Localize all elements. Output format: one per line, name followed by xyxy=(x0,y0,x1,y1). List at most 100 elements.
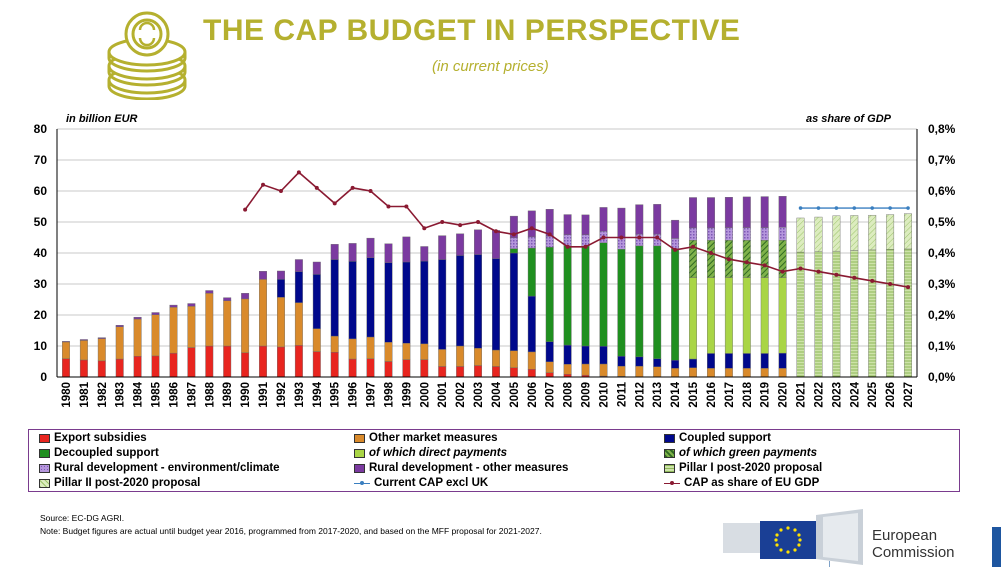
legend-label: Export subsidies xyxy=(54,432,147,444)
bar-segment xyxy=(796,217,805,253)
y-tick-label: 40 xyxy=(34,246,48,260)
bar-segment xyxy=(62,341,70,343)
x-tick-label: 1992 xyxy=(276,382,288,408)
line-point xyxy=(834,206,839,210)
legend-swatch xyxy=(354,433,365,443)
bar-segment xyxy=(742,368,751,378)
bar-segment xyxy=(259,345,267,378)
bar-segment xyxy=(671,248,680,361)
bar-segment xyxy=(348,358,357,378)
bar-segment xyxy=(97,338,106,362)
bar-segment xyxy=(581,345,590,365)
bar-segment xyxy=(778,227,787,241)
legend-swatch xyxy=(664,433,675,443)
bar-segment xyxy=(707,368,715,378)
chart-title: THE CAP BUDGET IN PERSPECTIVE xyxy=(203,14,741,47)
x-tick-label: 1986 xyxy=(168,382,180,408)
bar-segment xyxy=(241,298,250,354)
bar-segment xyxy=(133,316,142,320)
line-point xyxy=(458,223,463,228)
bar-segment xyxy=(545,361,554,373)
bar-segment xyxy=(133,318,142,357)
bar-segment xyxy=(689,227,697,241)
y2-tick-label: 0,1% xyxy=(928,339,956,353)
bar-segment xyxy=(814,216,823,252)
bar-segment xyxy=(402,236,411,263)
bar-segment xyxy=(79,339,88,341)
bar-segment xyxy=(527,351,536,370)
bar-segment xyxy=(832,250,841,378)
line-point xyxy=(816,269,821,274)
bar-segment xyxy=(259,271,267,280)
line-point xyxy=(440,220,445,224)
bar-segment xyxy=(599,242,608,347)
bar-segment xyxy=(492,230,500,259)
bar-segment xyxy=(169,352,178,378)
bar-segment xyxy=(438,366,447,378)
x-tick-label: 1997 xyxy=(366,382,378,408)
bar-segment xyxy=(617,365,626,377)
y-tick-label: 0 xyxy=(40,370,47,384)
legend-swatch xyxy=(664,448,675,458)
line-point xyxy=(547,232,552,237)
line-point xyxy=(744,260,749,265)
bar-segment xyxy=(653,245,662,359)
bar-segment xyxy=(384,361,393,378)
line-point xyxy=(691,244,696,249)
line-point xyxy=(493,229,498,234)
line-point xyxy=(780,269,785,274)
bar-segment xyxy=(904,248,912,378)
x-tick-label: 2005 xyxy=(509,381,521,407)
bar-segment xyxy=(79,340,88,361)
y-tick-label: 70 xyxy=(34,153,48,167)
line-point xyxy=(565,244,570,249)
bar-segment xyxy=(527,295,536,353)
y2-tick-label: 0,8% xyxy=(928,122,956,136)
series-line xyxy=(244,171,909,288)
bar-segment xyxy=(277,297,285,348)
bar-segment xyxy=(187,303,196,307)
bar-segment xyxy=(653,366,662,377)
bar-segment xyxy=(402,343,411,360)
y-tick-label: 80 xyxy=(34,122,48,136)
legend-swatch xyxy=(39,463,50,473)
bar-segment xyxy=(599,346,608,365)
line-point xyxy=(350,185,355,190)
x-tick-label: 2001 xyxy=(437,381,449,407)
bar-segment xyxy=(545,246,554,342)
bar-segment xyxy=(62,341,70,359)
bar-segment xyxy=(617,249,626,357)
bar-segment xyxy=(277,279,285,298)
x-tick-label: 1982 xyxy=(97,382,109,408)
eu-flag-icon xyxy=(760,521,816,559)
bar-segment xyxy=(169,307,178,354)
bar-segment xyxy=(294,271,303,303)
bar-segment xyxy=(474,229,482,255)
line-point xyxy=(870,278,875,283)
bar-segment xyxy=(868,249,877,378)
coins-icon xyxy=(107,11,187,100)
bar-segment xyxy=(330,244,339,260)
bar-segment xyxy=(420,359,429,378)
bar-segment xyxy=(581,245,590,347)
bar-segment xyxy=(348,338,357,360)
x-tick-label: 1980 xyxy=(61,382,73,408)
y2-tick-label: 0,5% xyxy=(928,215,956,229)
bar-segment xyxy=(456,345,465,367)
bar-segment xyxy=(294,259,303,272)
bar-segment xyxy=(581,234,590,247)
line-point xyxy=(816,206,821,210)
bar-segment xyxy=(509,367,518,378)
bar-segment xyxy=(151,312,160,315)
budget-chart: 0 10 20 30 40 50 60 70 80 0,0% 0,1% 0,2% 0,3% 0,4% 0,5… xyxy=(34,122,956,408)
bar-segment xyxy=(742,277,751,354)
bar-segment xyxy=(832,215,841,252)
x-tick-label: 2007 xyxy=(545,382,557,408)
bar-segment xyxy=(438,259,447,350)
bar-segment xyxy=(438,349,447,367)
note-text: Note: Budget figures are actual until bu… xyxy=(40,526,542,536)
bar-segment xyxy=(438,235,447,260)
line-point xyxy=(655,235,660,240)
legend-item: Pillar I post-2020 proposal xyxy=(664,462,822,474)
x-tick-label: 1987 xyxy=(186,382,198,408)
